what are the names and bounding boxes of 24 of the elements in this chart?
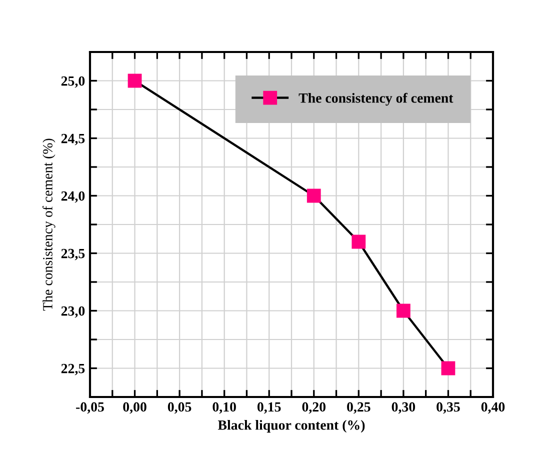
- y-tick-label: 24,0: [61, 191, 85, 203]
- y-tick-label: 22,5: [61, 364, 85, 376]
- y-tick-label: 23,0: [61, 306, 85, 318]
- x-tick-label: 0,15: [257, 402, 281, 414]
- y-tick-label: 23,5: [61, 248, 85, 260]
- y-tick-label: 25,0: [61, 76, 85, 88]
- point: [128, 74, 142, 88]
- legend-label: The consistency of cement: [298, 92, 454, 106]
- x-tick-label: 0,10: [212, 402, 236, 414]
- x-tick-label: 0,30: [392, 402, 416, 414]
- x-tick-label: 0,00: [123, 402, 146, 414]
- point: [441, 361, 456, 376]
- x-tick-label: -0,05: [76, 402, 104, 414]
- x-tick-label: 0,40: [481, 402, 505, 414]
- x-tick-label: 0,25: [347, 402, 370, 414]
- point: [396, 304, 410, 318]
- x-tick-label: 0,20: [302, 402, 326, 414]
- point: [306, 188, 321, 203]
- x-tick-label: 0,35: [436, 402, 460, 414]
- point: [352, 234, 366, 249]
- x-axis-title: Black liquor content (%): [218, 420, 365, 433]
- x-tick-label: 0,05: [168, 402, 192, 414]
- y-axis-title: The consistency of cement (%): [42, 138, 56, 311]
- y-tick-label: 24,5: [61, 134, 85, 146]
